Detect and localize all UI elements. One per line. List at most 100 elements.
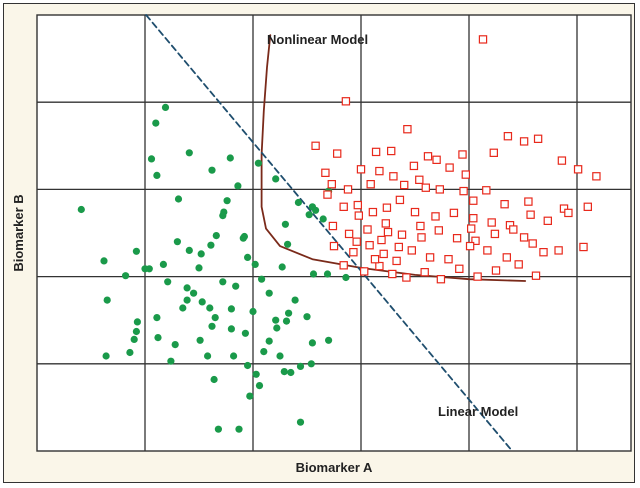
point-square-70 <box>349 248 358 257</box>
point-square-62 <box>452 234 462 243</box>
point-square-53 <box>543 216 553 225</box>
point-circle-86 <box>190 289 198 297</box>
point-circle-69 <box>276 352 284 360</box>
point-square-4 <box>503 132 513 141</box>
point-square-88 <box>436 275 446 284</box>
point-circle-55 <box>130 335 138 343</box>
y-axis-title: Biomarker B <box>11 194 26 271</box>
point-square-55 <box>328 221 338 231</box>
point-circle-64 <box>227 325 235 333</box>
point-square-20 <box>415 175 424 184</box>
point-circle-82 <box>284 240 292 248</box>
point-circle-62 <box>204 352 212 360</box>
point-circle-77 <box>214 425 222 433</box>
point-square-86 <box>402 273 411 282</box>
point-circle-75 <box>296 362 305 370</box>
point-square-73 <box>392 256 401 266</box>
point-square-46 <box>410 207 420 217</box>
point-circle-27 <box>198 298 206 306</box>
point-square-95 <box>377 235 386 245</box>
point-square-32 <box>435 185 445 194</box>
point-square-5 <box>519 137 529 146</box>
point-circle-33 <box>244 253 252 261</box>
point-square-94 <box>416 221 425 231</box>
point-circle-19 <box>197 250 205 258</box>
plot-area <box>36 14 632 452</box>
point-square-24 <box>592 172 601 181</box>
point-square-78 <box>483 246 492 255</box>
chart-figure: Nonlinear Model Linear Model Biomarker A… <box>3 3 635 483</box>
point-square-100 <box>383 227 393 237</box>
point-square-41 <box>339 202 348 211</box>
point-circle-71 <box>252 370 260 378</box>
point-square-8 <box>333 149 342 158</box>
point-circle-38 <box>249 307 257 316</box>
point-square-42 <box>354 211 364 220</box>
point-circle-79 <box>280 368 288 376</box>
point-circle-96 <box>305 211 313 219</box>
point-circle-31 <box>219 278 227 286</box>
point-circle-43 <box>308 339 316 347</box>
data-points <box>77 35 601 433</box>
point-square-98 <box>370 255 380 264</box>
point-square-99 <box>467 224 476 233</box>
point-circle-61 <box>196 336 204 344</box>
point-circle-88 <box>281 220 289 228</box>
point-circle-34 <box>251 260 259 268</box>
point-square-90 <box>473 272 482 281</box>
point-circle-80 <box>342 273 350 282</box>
point-square-69 <box>329 241 339 251</box>
point-circle-67 <box>244 361 252 370</box>
point-circle-65 <box>241 329 249 337</box>
point-square-35 <box>482 186 491 195</box>
point-square-6 <box>533 134 543 143</box>
point-circle-8 <box>226 154 234 162</box>
point-square-45 <box>395 195 405 205</box>
point-square-1 <box>478 35 488 44</box>
point-circle-2 <box>153 171 161 179</box>
point-square-68 <box>579 242 588 252</box>
point-circle-39 <box>273 324 281 332</box>
point-circle-4 <box>152 119 160 127</box>
point-circle-84 <box>185 246 193 254</box>
point-square-12 <box>445 163 454 172</box>
nonlinear-model-label: Nonlinear Model <box>267 32 368 47</box>
point-square-83 <box>360 267 369 276</box>
point-circle-85 <box>207 241 215 249</box>
point-circle-23 <box>164 278 172 286</box>
point-circle-93 <box>285 309 293 317</box>
point-circle-66 <box>230 352 238 360</box>
point-square-11 <box>423 152 433 161</box>
point-square-44 <box>382 203 392 212</box>
point-circle-28 <box>206 304 214 312</box>
point-square-17 <box>375 166 384 176</box>
point-square-9 <box>371 147 381 157</box>
point-circle-53 <box>102 352 110 360</box>
point-square-77 <box>465 241 475 251</box>
point-square-64 <box>490 229 500 239</box>
point-square-79 <box>502 253 512 262</box>
point-circle-15 <box>174 195 183 203</box>
point-square-63 <box>471 236 480 245</box>
point-square-56 <box>344 229 354 239</box>
point-circle-44 <box>307 360 315 368</box>
point-square-57 <box>363 225 372 234</box>
point-circle-90 <box>319 215 327 223</box>
point-circle-36 <box>258 275 266 283</box>
point-square-72 <box>379 249 388 259</box>
point-circle-32 <box>232 282 240 290</box>
point-circle-5 <box>147 155 156 163</box>
point-square-49 <box>469 214 478 223</box>
point-square-30 <box>400 180 409 190</box>
point-square-89 <box>455 264 464 274</box>
point-square-61 <box>434 226 444 235</box>
point-circle-94 <box>325 336 333 344</box>
point-square-23 <box>573 165 583 174</box>
point-square-91 <box>491 266 501 275</box>
point-circle-91 <box>219 212 227 220</box>
point-square-33 <box>459 186 468 196</box>
point-circle-48 <box>122 272 130 280</box>
point-square-75 <box>425 253 435 262</box>
point-square-47 <box>431 212 440 221</box>
point-square-81 <box>539 248 548 257</box>
